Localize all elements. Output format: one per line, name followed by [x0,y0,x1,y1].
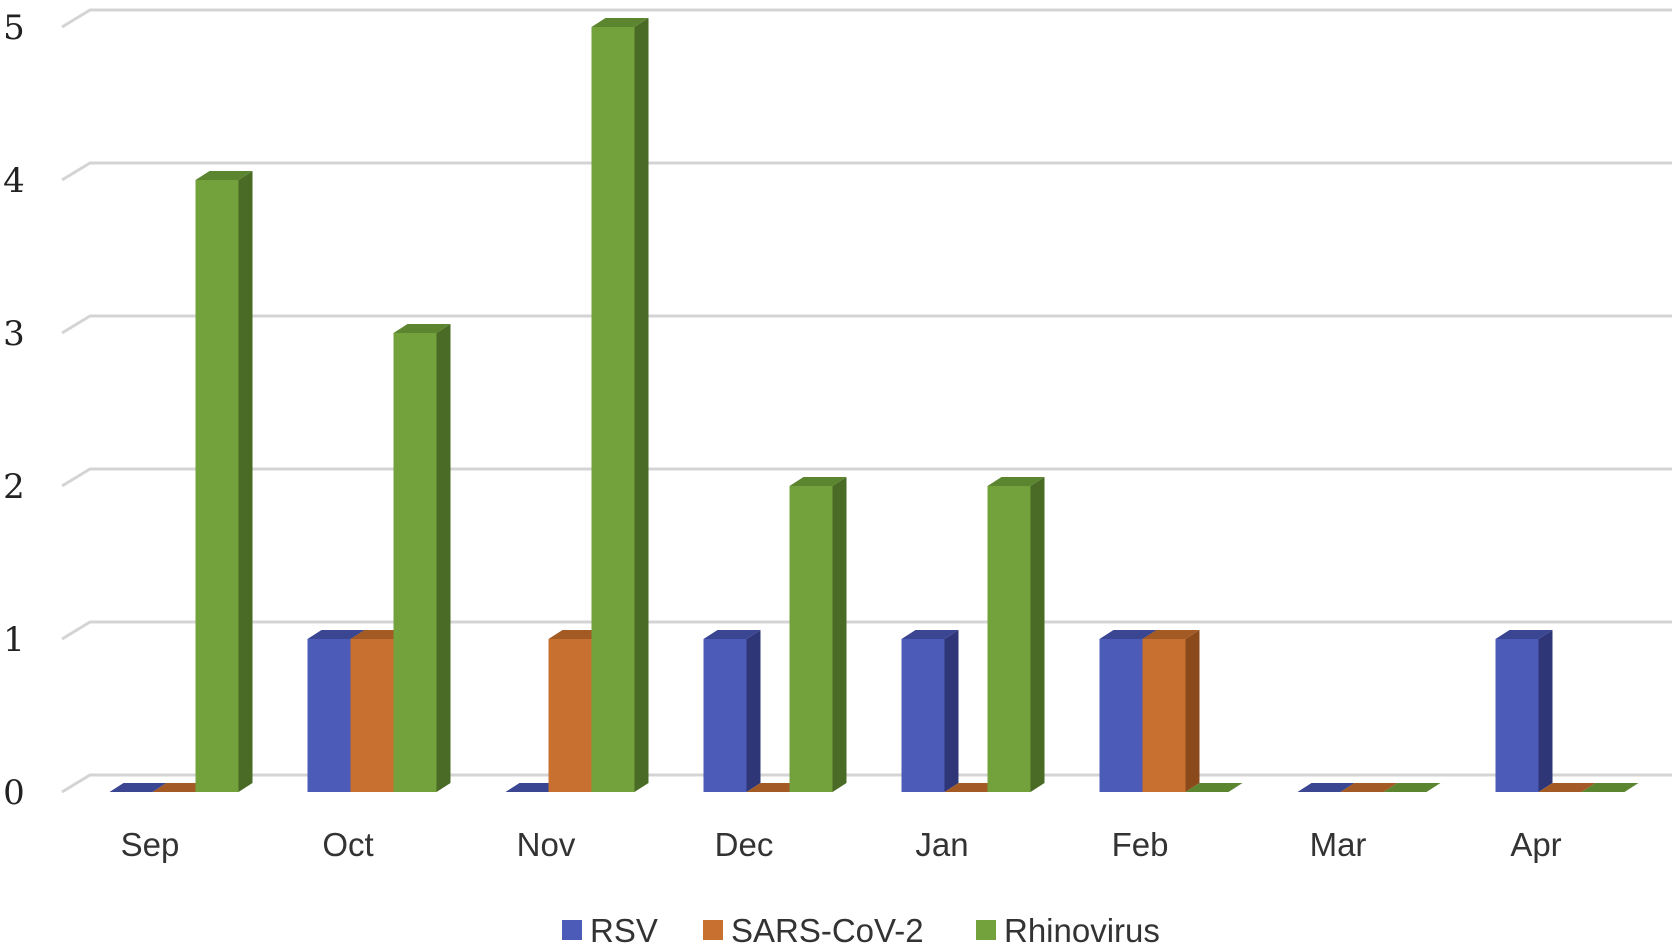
bar-side [1538,630,1553,792]
bar-top [109,783,167,792]
bar-top [1581,783,1639,792]
x-tick-label: Mar [1310,826,1367,863]
x-tick-label: Apr [1510,826,1561,863]
bar-top [1297,783,1355,792]
bar-front [393,333,437,792]
bar [987,477,1045,792]
legend-label: Rhinovirus [1004,912,1160,948]
bar [1297,783,1355,792]
bar-top [307,630,365,639]
y-tick-label: 0 [3,773,25,813]
legend-label: RSV [590,912,658,948]
gridline [61,467,1672,488]
bar-front [1495,639,1539,792]
gridline [61,161,1672,182]
bar-side [238,171,253,792]
y-tick-label: 5 [3,8,25,48]
legend-swatch [703,920,723,940]
bar-top [152,783,210,792]
bar-front [987,486,1031,792]
y-tick-label: 1 [3,620,25,660]
bar [789,477,847,792]
bar [1581,783,1639,792]
bar [1142,630,1200,792]
legend-swatch [976,920,996,940]
bar-front [789,486,833,792]
bar-top [987,477,1045,486]
bar-front [548,639,592,792]
bar [109,783,167,792]
bar-front [1099,639,1143,792]
bar [1495,630,1553,792]
x-tick-label: Sep [121,826,180,863]
y-tick-label: 2 [3,467,25,507]
bar-top [1340,783,1398,792]
x-tick-label: Dec [715,826,774,863]
y-tick-label: 4 [3,161,25,201]
legend-label: SARS-CoV-2 [731,912,924,948]
bar [591,18,649,792]
bar-top [1099,630,1157,639]
bar-top [703,630,761,639]
legend: RSV SARS-CoV-2 Rhinovirus [562,912,1160,948]
bar [195,171,253,792]
bar [1340,783,1398,792]
bar-side [634,18,649,792]
grid [61,8,1672,794]
x-tick-label: Nov [517,826,576,863]
y-tick-label: 3 [3,314,25,354]
bar-top [789,477,847,486]
bar-top [1495,630,1553,639]
bar-front [901,639,945,792]
gridline [61,620,1672,641]
x-tick-label: Feb [1112,826,1169,863]
x-axis: Sep Oct Nov Dec Jan Feb Mar Apr [121,826,1562,863]
bar-front [195,180,239,792]
bars [109,18,1639,792]
bar-front [307,639,351,792]
bar-front [703,639,747,792]
bar [1538,783,1596,792]
bar-top [393,324,451,333]
bar-side [944,630,959,792]
bar-top [591,18,649,27]
bar-top [944,783,1002,792]
bar-top [548,630,606,639]
bar-side [746,630,761,792]
bar-top [1142,630,1200,639]
bar [703,630,761,792]
bar-top [1538,783,1596,792]
bar [746,783,804,792]
bar-front [350,639,394,792]
bar-top [195,171,253,180]
bar [1185,783,1243,792]
bar-side [1030,477,1045,792]
bar [505,783,563,792]
bar-top [1185,783,1243,792]
bar-side [832,477,847,792]
bar-top [901,630,959,639]
legend-swatch [562,920,582,940]
bar-top [350,630,408,639]
gridline [61,314,1672,335]
bar-top [746,783,804,792]
bar-side [1185,630,1200,792]
x-tick-label: Jan [915,826,968,863]
bar-top [505,783,563,792]
gridline [61,8,1672,29]
bar-top [1383,783,1441,792]
y-axis: 0 1 2 3 4 5 [3,8,25,813]
bar-side [436,324,451,792]
x-tick-label: Oct [322,826,373,863]
bar-front [591,27,635,792]
bar [901,630,959,792]
bar [393,324,451,792]
bar [1383,783,1441,792]
bar-front [1142,639,1186,792]
bar [944,783,1002,792]
bar [152,783,210,792]
